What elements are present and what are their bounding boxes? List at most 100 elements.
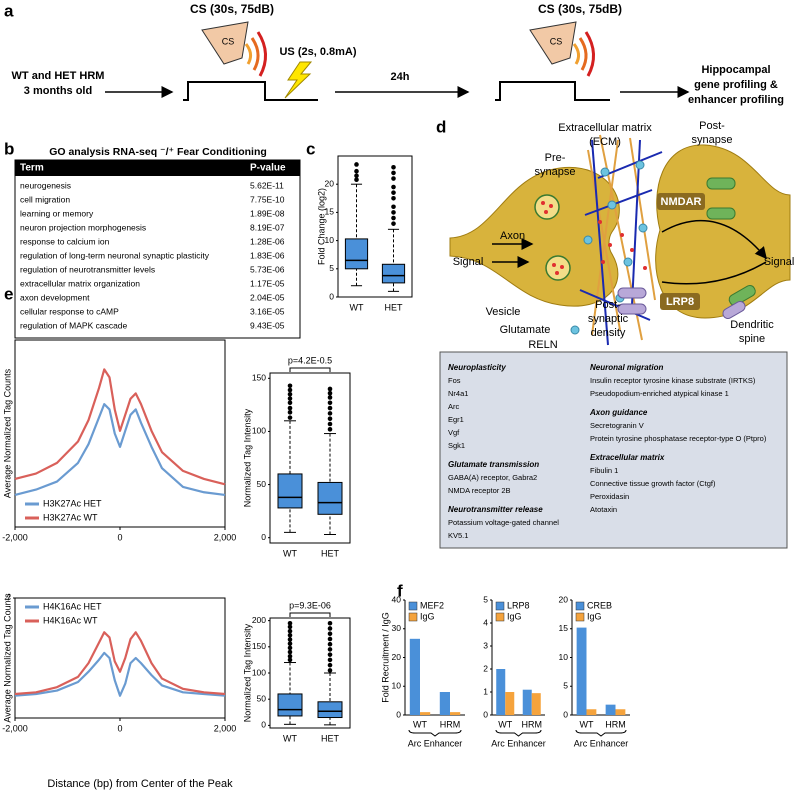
p-value: p=4.2E-0.5 — [288, 355, 332, 365]
delay-label: 24h — [391, 71, 410, 83]
legend-label: MEF2 — [420, 600, 444, 610]
x-axis-label: Distance (bp) from Center of the Peak — [47, 778, 233, 790]
panel-label: d — [436, 117, 446, 136]
table-cell: 1.83E-06 — [250, 250, 285, 260]
box — [381, 263, 406, 284]
y-axis-label: Normalized Tag Intensity — [242, 623, 252, 722]
reln-label: RELN — [528, 339, 557, 351]
y-tick-label: 0 — [563, 709, 568, 719]
density-label: synaptic — [588, 313, 629, 325]
box — [317, 481, 343, 515]
y-tick-label: 10 — [325, 235, 335, 245]
group-heading: Neuronal migration — [590, 363, 663, 372]
ecm-label: (ECM) — [589, 136, 621, 148]
outlier — [391, 176, 396, 181]
bar — [409, 638, 420, 715]
outlier — [391, 204, 396, 210]
y-tick-label: 50 — [257, 479, 267, 489]
group-heading: Glutamate transmission — [448, 460, 539, 469]
y-tick-label: 15 — [559, 623, 569, 633]
y-tick-label: 5 — [483, 594, 488, 604]
outlier — [327, 411, 333, 416]
gene-item: Atotaxin — [590, 505, 617, 514]
post-synapse-label: synapse — [692, 134, 733, 146]
pre-synapse-label: synapse — [535, 166, 576, 178]
subjects-label: WT and HET HRM — [12, 70, 105, 82]
legend-swatch — [408, 612, 418, 622]
line-series — [14, 368, 226, 486]
box — [277, 693, 303, 717]
stimulus-trace — [183, 81, 318, 101]
x-tick-label: WT — [498, 719, 512, 729]
post-synapse-label: Post- — [699, 120, 725, 132]
speaker-label: CS — [550, 36, 563, 46]
legend-swatch — [495, 612, 505, 622]
outcome-label: enhancer profiling — [688, 94, 784, 106]
table-title: GO analysis RNA-seq ⁻/⁺ Fear Conditionin… — [49, 146, 267, 158]
outlier — [287, 645, 293, 651]
outlier — [327, 626, 333, 631]
outlier — [327, 636, 333, 642]
outlier — [391, 170, 396, 176]
table-frame — [14, 159, 301, 339]
outlier — [287, 391, 293, 397]
outlier — [391, 196, 396, 201]
table-cell: cellular response to cAMP — [20, 306, 119, 316]
y-tick-label: 20 — [559, 594, 569, 604]
outlier — [287, 649, 293, 655]
plot-frame — [269, 372, 351, 544]
brace — [575, 729, 627, 737]
receptor — [728, 284, 756, 306]
outlier — [391, 210, 396, 215]
table-cell: regulation of MAPK cascade — [20, 320, 128, 330]
shock-icon — [284, 61, 313, 99]
table-cell: 3.16E-05 — [250, 306, 285, 316]
timeline: CS (30s, 75dB) CS US (2s, 0.8mA) WT and … — [12, 2, 784, 106]
outlier — [391, 190, 396, 195]
outlier — [391, 184, 396, 190]
gene-item: Sgk1 — [448, 441, 465, 450]
gene-item: Pseudopodium-enriched atypical kinase 1 — [590, 389, 729, 398]
outlier — [354, 177, 359, 182]
gene-box — [439, 351, 788, 549]
y-tick-label: 10 — [559, 652, 569, 662]
y-tick-label: 150 — [252, 373, 266, 383]
receptor — [722, 301, 746, 319]
x-tick-label: HRM — [605, 719, 626, 729]
y-tick-label: 3 — [483, 640, 488, 650]
bar — [605, 704, 616, 715]
legend-label: LRP8 — [507, 600, 530, 610]
y-tick-label: 0 — [329, 291, 334, 301]
brace — [495, 729, 542, 737]
legend-swatch — [575, 601, 585, 611]
brace — [408, 729, 462, 737]
receptor — [706, 207, 736, 220]
vesicle — [534, 194, 571, 281]
outlier — [354, 162, 359, 167]
receptor — [706, 177, 736, 190]
outlier — [327, 668, 333, 673]
y-tick-label: 10 — [392, 681, 402, 691]
legend-label: IgG — [420, 611, 435, 621]
pre-synapse-label: Pre- — [545, 152, 566, 164]
group-heading: Extracellular matrix — [590, 453, 665, 462]
signal-label: Signal — [764, 256, 795, 268]
speaker-label: CS — [222, 36, 235, 46]
glutamate-molecules — [598, 220, 647, 270]
legend-swatch — [408, 601, 418, 611]
outlier — [327, 662, 333, 668]
outlier — [287, 410, 293, 415]
outlier — [287, 632, 293, 638]
gene-item: Secretogranin V — [590, 421, 644, 430]
table-cell: 5.62E-11 — [250, 180, 284, 190]
x-tick-label: WT — [350, 302, 364, 312]
legend-label: H4K16Ac WT — [43, 615, 98, 625]
table-cell: 2.04E-05 — [250, 292, 285, 302]
gene-item: Fos — [448, 376, 461, 385]
outlier — [327, 652, 333, 657]
outlier — [391, 164, 396, 170]
outlier — [287, 637, 293, 642]
bar — [522, 689, 532, 715]
stimulus-label: CS (30s, 75dB) — [190, 2, 274, 16]
